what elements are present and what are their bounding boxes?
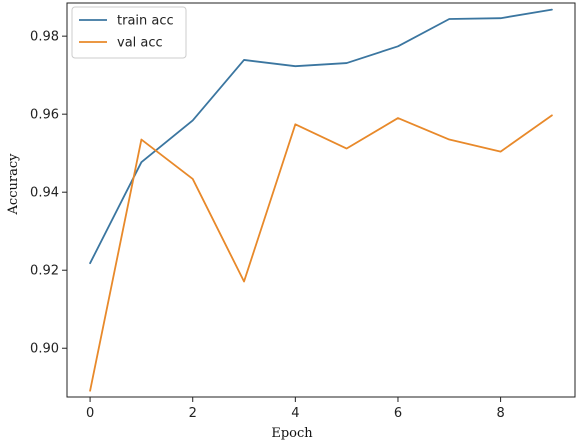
y-tick-label: 0.94 <box>30 186 59 201</box>
x-axis-ticks: 0 2 4 6 8 <box>86 397 505 421</box>
x-tick-label: 6 <box>394 406 402 421</box>
legend: train acc val acc <box>71 6 187 59</box>
y-tick-label: 0.90 <box>30 342 59 357</box>
series-layer <box>89 8 553 392</box>
y-axis-ticks: 0.90 0.92 0.94 0.96 0.98 <box>30 30 67 357</box>
y-axis-title: Accuracy <box>6 153 21 216</box>
y-tick-label: 0.92 <box>30 264 59 279</box>
legend-label: val acc <box>117 36 163 51</box>
series-line-val-acc <box>89 114 553 392</box>
series-line-train-acc <box>89 8 553 265</box>
plot-area <box>66 2 576 398</box>
x-tick-label: 8 <box>496 406 504 421</box>
x-tick-label: 0 <box>86 406 94 421</box>
y-tick-label: 0.96 <box>30 108 59 123</box>
legend-label: train acc <box>117 14 174 29</box>
y-tick-label: 0.98 <box>30 30 59 45</box>
x-tick-label: 2 <box>189 406 197 421</box>
x-tick-label: 4 <box>291 406 299 421</box>
x-axis-title: Epoch <box>271 426 313 441</box>
